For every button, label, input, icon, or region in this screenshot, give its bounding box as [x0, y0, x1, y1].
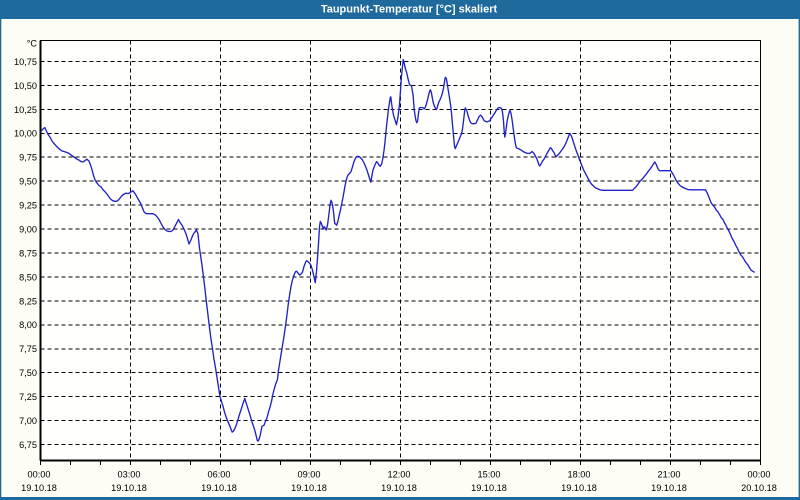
svg-text:19.10.18: 19.10.18 — [111, 483, 147, 493]
svg-text:20.10.18: 20.10.18 — [741, 483, 777, 493]
svg-text:21:00: 21:00 — [658, 470, 681, 480]
svg-text:19.10.18: 19.10.18 — [471, 483, 507, 493]
svg-text:9,50: 9,50 — [19, 177, 37, 187]
svg-text:Taupunkt-Temperatur [°C] skali: Taupunkt-Temperatur [°C] skaliert — [321, 4, 498, 16]
svg-text:10,75: 10,75 — [14, 57, 37, 67]
svg-text:00:00: 00:00 — [748, 470, 771, 480]
svg-text:10,00: 10,00 — [14, 129, 37, 139]
svg-text:19.10.18: 19.10.18 — [21, 483, 57, 493]
svg-text:10,50: 10,50 — [14, 81, 37, 91]
svg-text:°C: °C — [27, 39, 38, 49]
svg-text:19.10.18: 19.10.18 — [201, 483, 237, 493]
svg-text:7,50: 7,50 — [19, 368, 37, 378]
svg-text:8,25: 8,25 — [19, 296, 37, 306]
svg-text:9,25: 9,25 — [19, 201, 37, 211]
svg-text:19.10.18: 19.10.18 — [381, 483, 417, 493]
svg-text:09:00: 09:00 — [298, 470, 321, 480]
svg-text:18:00: 18:00 — [568, 470, 591, 480]
svg-text:9,75: 9,75 — [19, 153, 37, 163]
svg-text:19.10.18: 19.10.18 — [291, 483, 327, 493]
svg-text:15:00: 15:00 — [478, 470, 501, 480]
svg-text:7,00: 7,00 — [19, 416, 37, 426]
svg-text:19.10.18: 19.10.18 — [651, 483, 687, 493]
svg-text:7,25: 7,25 — [19, 392, 37, 402]
svg-text:8,00: 8,00 — [19, 320, 37, 330]
svg-text:6,75: 6,75 — [19, 440, 37, 450]
svg-text:19.10.18: 19.10.18 — [561, 483, 597, 493]
svg-text:8,75: 8,75 — [19, 248, 37, 258]
svg-text:06:00: 06:00 — [208, 470, 231, 480]
svg-text:10,25: 10,25 — [14, 105, 37, 115]
svg-text:00:00: 00:00 — [28, 470, 51, 480]
svg-text:8,50: 8,50 — [19, 272, 37, 282]
svg-text:03:00: 03:00 — [118, 470, 141, 480]
svg-text:12:00: 12:00 — [388, 470, 411, 480]
svg-text:7,75: 7,75 — [19, 344, 37, 354]
svg-text:9,00: 9,00 — [19, 225, 37, 235]
